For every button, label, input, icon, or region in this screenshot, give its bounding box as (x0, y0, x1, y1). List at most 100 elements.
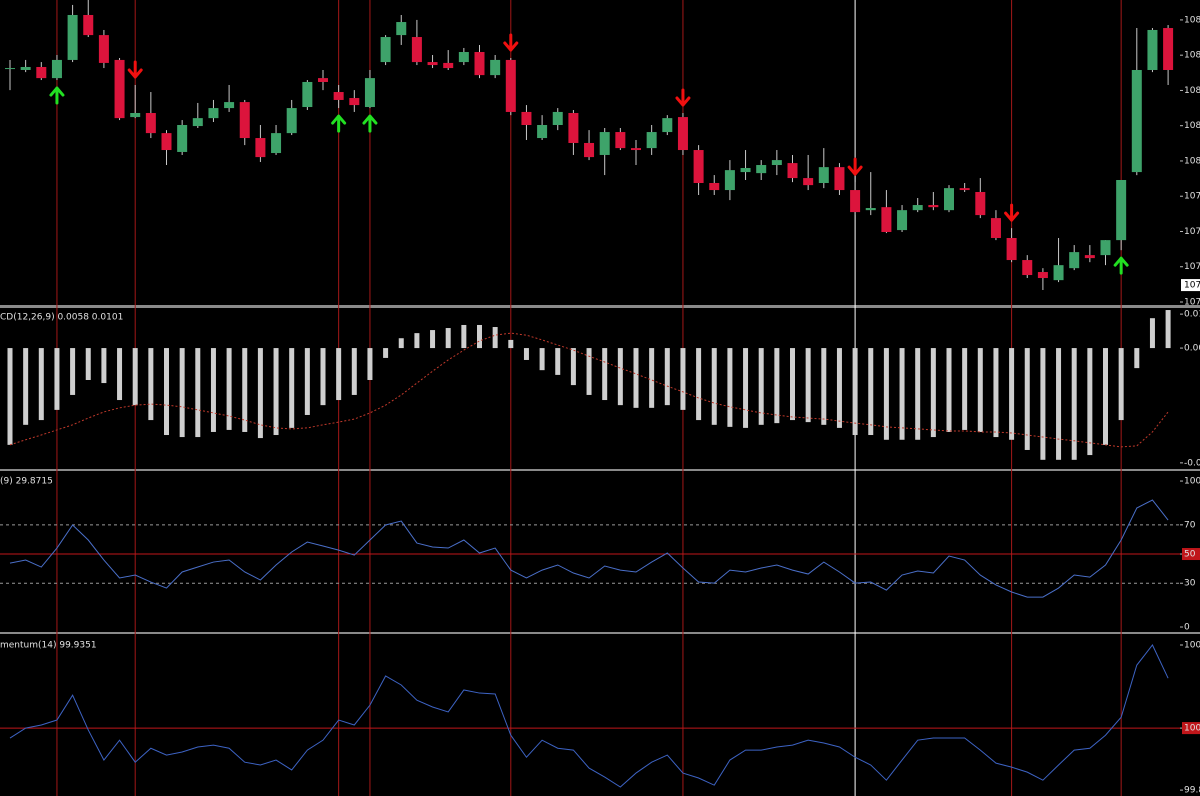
y-tick-label: 0 (1184, 623, 1190, 633)
y-tick-label: 108 (1184, 86, 1200, 96)
sell-arrow (675, 88, 691, 107)
candle-body (5, 68, 15, 70)
y-tick-label: 70 (1184, 520, 1196, 530)
sell-arrow (847, 157, 863, 176)
y-tick-highlight (1182, 722, 1200, 735)
macd-bar (1071, 348, 1077, 460)
candle-body (145, 113, 156, 134)
candle-body (114, 59, 125, 119)
candle-body (20, 66, 31, 70)
macd-bar (1134, 348, 1140, 369)
y-tick-label: 100 (1184, 640, 1200, 650)
candle-body (224, 102, 235, 109)
panel-title: (9) 29.8715 (0, 477, 53, 487)
price-marker-label: 107 (1184, 281, 1200, 291)
buy-arrow (331, 114, 347, 133)
macd-bar (226, 348, 232, 430)
macd-bar (54, 348, 60, 410)
candle-body (615, 132, 626, 149)
macd-bar (680, 348, 686, 410)
macd-bar (148, 348, 154, 421)
candle-body (130, 113, 141, 118)
macd-bar (602, 348, 608, 401)
macd-bar (696, 348, 702, 421)
candle-body (1053, 265, 1064, 281)
macd-bar (555, 348, 561, 375)
y-tick-label: 50 (1184, 550, 1196, 560)
macd-bar (85, 348, 91, 380)
macd-bar (1087, 348, 1093, 456)
macd-bar (430, 330, 436, 349)
macd-bar (946, 348, 952, 432)
macd-bar (962, 348, 968, 430)
macd-bar (492, 327, 498, 349)
signal-line (9, 332, 1169, 448)
macd-bar (977, 348, 983, 432)
candle-body (771, 160, 782, 166)
macd-bar (1149, 318, 1155, 349)
macd-bar (117, 348, 123, 401)
candle-body (349, 98, 360, 106)
candle-body (286, 108, 297, 134)
macd-bar (868, 348, 874, 436)
macd-bar (821, 348, 827, 425)
macd-bar (132, 348, 138, 406)
candle-body (1022, 260, 1033, 276)
candle-body (208, 108, 219, 119)
macd-bar (649, 348, 655, 408)
macd-bar (179, 348, 185, 438)
macd-bar (101, 348, 107, 384)
macd-bar (508, 339, 514, 349)
macd-bar (351, 348, 357, 395)
candle-body (1084, 255, 1095, 259)
candle-body (599, 132, 610, 155)
candle-body (865, 208, 876, 211)
candle-body (990, 218, 1001, 239)
candle-body (490, 59, 501, 76)
macd-bar (1009, 348, 1015, 440)
panel-separator (0, 469, 1200, 471)
macd-bar (539, 348, 545, 371)
macd-bar (1118, 348, 1124, 421)
candle-body (177, 124, 188, 152)
candle-body (1147, 29, 1158, 70)
candle-body (897, 210, 908, 231)
candle-body (521, 111, 532, 125)
sell-arrow (503, 33, 519, 52)
candle-body (928, 205, 939, 208)
macd-bar (836, 348, 842, 428)
macd-bar (664, 348, 670, 406)
y-tick-label: 108 (1184, 51, 1200, 61)
candle-body (474, 52, 485, 76)
y-tick-label: 108 (1184, 156, 1200, 166)
candle-body (67, 14, 78, 60)
candle-body (83, 14, 94, 36)
candle-body (255, 138, 266, 158)
y-tick-label: 0.00 (1184, 344, 1200, 354)
macd-bar (445, 328, 451, 349)
macd-bar (711, 348, 717, 425)
macd-bar (523, 348, 529, 360)
macd-bar (477, 324, 482, 349)
candle-body (1037, 272, 1048, 279)
candle-body (568, 113, 579, 143)
candle-body (1116, 180, 1127, 241)
candle-body (584, 142, 595, 158)
macd-bar (899, 348, 905, 440)
y-tick-label: 30 (1184, 579, 1196, 589)
sell-arrow (1004, 203, 1020, 222)
panel-separator (0, 632, 1200, 634)
y-tick-label: -0.0 (1184, 458, 1200, 468)
macd-bar (242, 348, 248, 432)
candle-body (944, 188, 954, 211)
macd-bar (1056, 348, 1062, 460)
y-tick-label: 99.8 (1184, 786, 1200, 796)
y-tick-label: 107 (1184, 298, 1200, 308)
indicator-line (9, 644, 1169, 788)
candle-body (161, 133, 172, 151)
macd-bar (633, 348, 639, 408)
candle-body (912, 205, 923, 211)
macd-bar (289, 348, 295, 428)
